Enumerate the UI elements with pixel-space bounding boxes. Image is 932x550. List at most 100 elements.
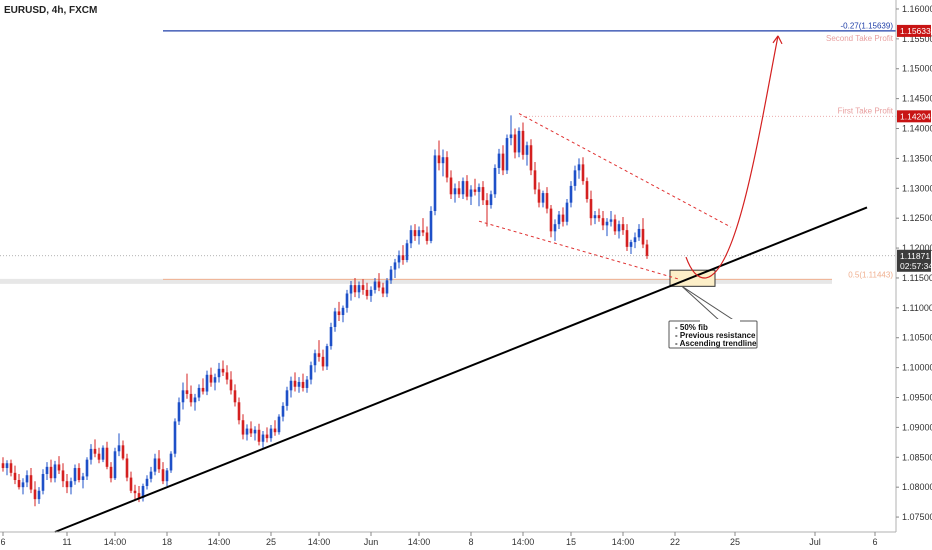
candle-body	[397, 255, 401, 263]
x-tick-label: 22	[670, 537, 680, 547]
candle-body	[561, 214, 565, 222]
candle-body	[5, 463, 9, 469]
candle-body	[461, 181, 465, 195]
x-tick-label: 14:00	[104, 537, 127, 547]
y-tick-label: 1.16000	[902, 4, 932, 14]
candle-body	[321, 356, 325, 367]
candle-body	[9, 463, 13, 473]
x-tick-label: 11	[62, 537, 71, 547]
candle-body	[269, 428, 273, 439]
candle-body	[629, 242, 633, 247]
callout-note-line: - 50% fib	[675, 323, 708, 332]
candle-body	[129, 477, 133, 491]
candle-body	[605, 221, 609, 226]
candle-body	[261, 434, 265, 442]
candle-body	[77, 468, 81, 480]
candle-body	[49, 466, 53, 479]
candle-body	[1, 463, 5, 469]
candle-body	[37, 490, 41, 500]
candle-body	[593, 215, 597, 219]
candle-body	[465, 181, 469, 197]
candle-body	[273, 428, 277, 433]
current-price-tag	[897, 249, 931, 272]
candle-body	[157, 458, 161, 470]
candle-body	[201, 387, 205, 392]
candle-body	[429, 211, 433, 241]
candle-body	[209, 374, 213, 383]
candle-body	[193, 397, 197, 403]
candle-body	[13, 472, 17, 480]
candle-body	[453, 188, 457, 195]
first-take-profit-price-tag	[897, 110, 931, 123]
candle-body	[25, 475, 29, 483]
candle-body	[609, 219, 613, 222]
candle-body	[613, 219, 617, 232]
y-tick-label: 1.11500	[902, 273, 932, 283]
x-tick-label: Jun	[364, 537, 379, 547]
time-axis[interactable]: 6 11 14:00 18 14:00 25 14:00 Jun 14:00 8 14:00 15 14…	[0, 531, 896, 547]
candle-body	[225, 372, 229, 380]
candle-body	[577, 164, 581, 171]
candle-body	[21, 482, 25, 488]
trendlines-layer	[54, 113, 868, 533]
x-tick-label: 18	[162, 537, 172, 547]
candle-body	[305, 379, 309, 388]
candle-body	[301, 381, 305, 388]
candle-body	[113, 451, 117, 479]
candle-body	[589, 199, 593, 219]
candle-body	[505, 138, 509, 171]
x-tick-label: 25	[266, 537, 276, 547]
candle-body	[369, 289, 373, 296]
candle-body	[557, 214, 561, 225]
candle-body	[165, 470, 169, 482]
price-axis-background	[896, 0, 932, 550]
candles-layer	[1, 115, 649, 507]
wedge-upper-line	[518, 113, 732, 228]
first-take-profit-label: First Take Profit	[838, 106, 894, 115]
candle-body	[281, 405, 285, 417]
candle-body	[481, 187, 485, 201]
candle-body	[241, 420, 245, 435]
price-axis[interactable]: 1.16000 1.15500 1.15000 1.14500 1.14000 1.135…	[895, 0, 932, 550]
candle-body	[145, 478, 149, 486]
candle-body	[477, 187, 481, 192]
y-tick-label: 1.15000	[902, 64, 932, 74]
candle-body	[361, 285, 365, 290]
candle-body	[329, 326, 333, 347]
candle-body	[161, 469, 165, 482]
candle-body	[153, 458, 157, 472]
x-tick-label: 15	[566, 537, 576, 547]
candle-body	[181, 390, 185, 403]
candle-body	[417, 230, 421, 237]
x-tick-label: Jul	[809, 537, 821, 547]
annotation-layer: - 50% fib- Previous resistance- Ascendin…	[668, 35, 783, 349]
candle-body	[485, 200, 489, 206]
candle-body	[509, 134, 513, 139]
y-tick-label: 1.07500	[902, 512, 932, 522]
candle-body	[221, 368, 225, 373]
candle-body	[73, 468, 77, 482]
candle-body	[289, 380, 293, 391]
candle-body	[401, 255, 405, 261]
candle-body	[285, 390, 289, 406]
second-take-profit-fib-label: -0.27(1.15639)	[841, 21, 894, 30]
candle-body	[565, 202, 569, 222]
candle-body	[449, 177, 453, 195]
candle-body	[545, 193, 549, 209]
candle-body	[373, 281, 377, 290]
candle-body	[617, 224, 621, 232]
candle-body	[93, 448, 97, 454]
y-tick-label: 1.09500	[902, 393, 932, 403]
candle-body	[493, 167, 497, 195]
candle-body	[357, 285, 361, 293]
candle-body	[173, 421, 177, 454]
candle-body	[349, 285, 353, 294]
candle-body	[333, 311, 337, 327]
callout-pointer	[681, 285, 737, 322]
candle-body	[521, 130, 525, 155]
candle-body	[353, 285, 357, 293]
candle-body	[185, 390, 189, 394]
candle-body	[501, 153, 505, 171]
x-tick-label: 8	[468, 537, 473, 547]
candle-body	[469, 189, 473, 197]
